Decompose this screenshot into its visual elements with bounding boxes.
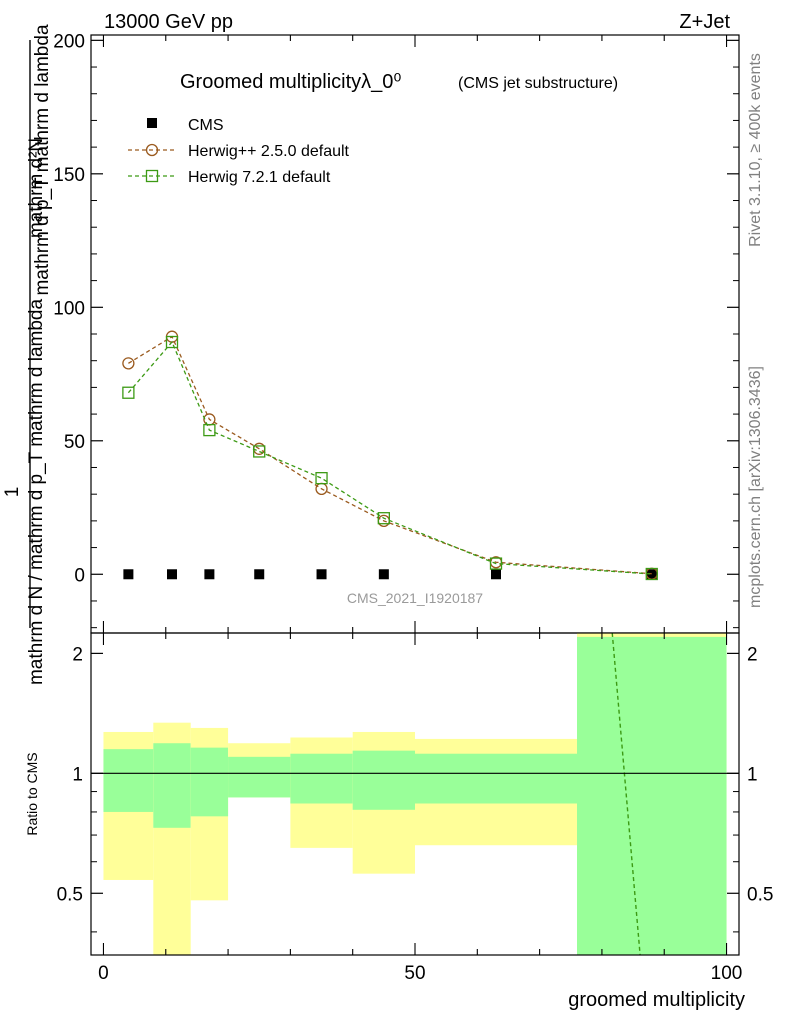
rivet-label: Rivet 3.1.10, ≥ 400k events: [747, 53, 764, 247]
x-axis-label: groomed multiplicity: [568, 989, 745, 1011]
y-label-numerator: mathrm d²N: [26, 138, 47, 238]
data-point-cms: [123, 569, 134, 580]
ratio-ytick-label-right: 0.5: [747, 884, 773, 905]
ratio-band-inner: [153, 743, 191, 828]
ratio-band-inner: [352, 750, 415, 810]
data-point-cms: [491, 569, 501, 580]
main-ytick-label: 50: [64, 432, 85, 453]
legend: CMS Herwig++ 2.5.0 default Herwig 7.2.1 …: [128, 117, 350, 186]
data-point-herwig7: [489, 557, 503, 570]
data-point-cms: [316, 569, 327, 580]
chart-title: Groomed multiplicityλ_0⁰: [180, 71, 401, 93]
ratio-bands: [103, 633, 727, 955]
data-point-herwig7: [203, 423, 216, 437]
main-panel: 0 50 100 150 200 Groomed multiplicityλ_0⁰ (C…: [53, 31, 740, 634]
data-point-herwig7: [165, 335, 179, 349]
series-line-herwig7: [127, 340, 652, 575]
watermark: CMS_2021_I1920187: [347, 590, 483, 606]
main-ytick-label: 0: [74, 565, 85, 586]
main-ytick-label: 150: [53, 165, 85, 186]
ratio-y-label: Ratio to CMS: [24, 752, 40, 835]
main-series: [122, 330, 658, 581]
main-ticks: 0 50 100 150 200: [53, 31, 739, 633]
data-point-herwig7: [253, 445, 266, 458]
main-y-label: 1 mathrm d²N mathrm d N / mathrm d p_T m…: [2, 24, 53, 685]
data-point-cms: [378, 569, 389, 580]
legend-label-herwig7: Herwig 7.2.1 default: [188, 169, 331, 186]
data-point-cms: [254, 569, 265, 580]
series-line-herwigpp: [128, 335, 652, 575]
data-point-herwig7: [645, 567, 658, 581]
ratio-band-inner: [228, 756, 291, 798]
data-point-herwig7: [122, 386, 135, 399]
ratio-ticks: 0.5 0.5 1 1 2 2 0 50 100: [57, 633, 773, 984]
chart-subtitle: (CMS jet substructure): [458, 75, 618, 92]
legend-marker-herwigpp: [145, 143, 159, 157]
header-energy: 13000 GeV pp: [104, 11, 233, 33]
main-ytick-label: 200: [53, 31, 85, 52]
ratio-band-inner: [190, 747, 229, 817]
x-tick-label: 0: [98, 963, 109, 984]
legend-label-cms: CMS: [188, 117, 224, 134]
ratio-line-herwig7: [611, 632, 641, 956]
x-tick-label: 100: [711, 963, 743, 984]
y-label-one: 1: [2, 487, 23, 498]
y-label-denominator: mathrm d N / mathrm d p_T mathrm d lambd…: [26, 299, 47, 686]
ratio-ytick-label-right: 1: [747, 764, 758, 785]
header-process: Z+Jet: [679, 11, 730, 33]
ratio-ytick-label-left: 0.5: [57, 884, 83, 905]
ratio-frame: [90, 632, 740, 956]
ratio-series: [611, 632, 641, 956]
data-point-cms: [204, 569, 215, 580]
data-point-cms: [646, 569, 657, 580]
data-point-cms: [167, 569, 177, 580]
main-title: Groomed multiplicityλ_0⁰ (CMS jet substr…: [180, 71, 618, 93]
main-ytick-label: 100: [53, 298, 85, 319]
legend-label-herwigpp: Herwig++ 2.5.0 default: [188, 143, 350, 160]
data-point-herwig7: [377, 512, 390, 525]
ratio-panel: 0.5 0.5 1 1 2 2 0 50 100 Ratio to CMS groomed mu…: [24, 632, 773, 1011]
ratio-band-inner: [103, 749, 154, 812]
ratio-ytick-label-left: 1: [72, 764, 83, 785]
ratio-band-inner: [290, 753, 353, 804]
ratio-ytick-label-right: 2: [747, 644, 758, 665]
data-point-herwigpp: [122, 357, 135, 370]
legend-marker-herwig7: [145, 169, 159, 183]
legend-marker-cms: [147, 118, 157, 128]
data-point-herwig7: [315, 472, 328, 485]
ratio-band-inner: [415, 753, 577, 804]
y-label-denominator-2: mathrm d p_T mathrm d lambda: [32, 24, 53, 295]
x-tick-label: 50: [404, 963, 425, 984]
ratio-ytick-label-left: 2: [72, 644, 83, 665]
ratio-band-inner: [577, 636, 727, 955]
mcplots-label: mcplots.cern.ch [arXiv:1306.3436]: [747, 366, 764, 608]
